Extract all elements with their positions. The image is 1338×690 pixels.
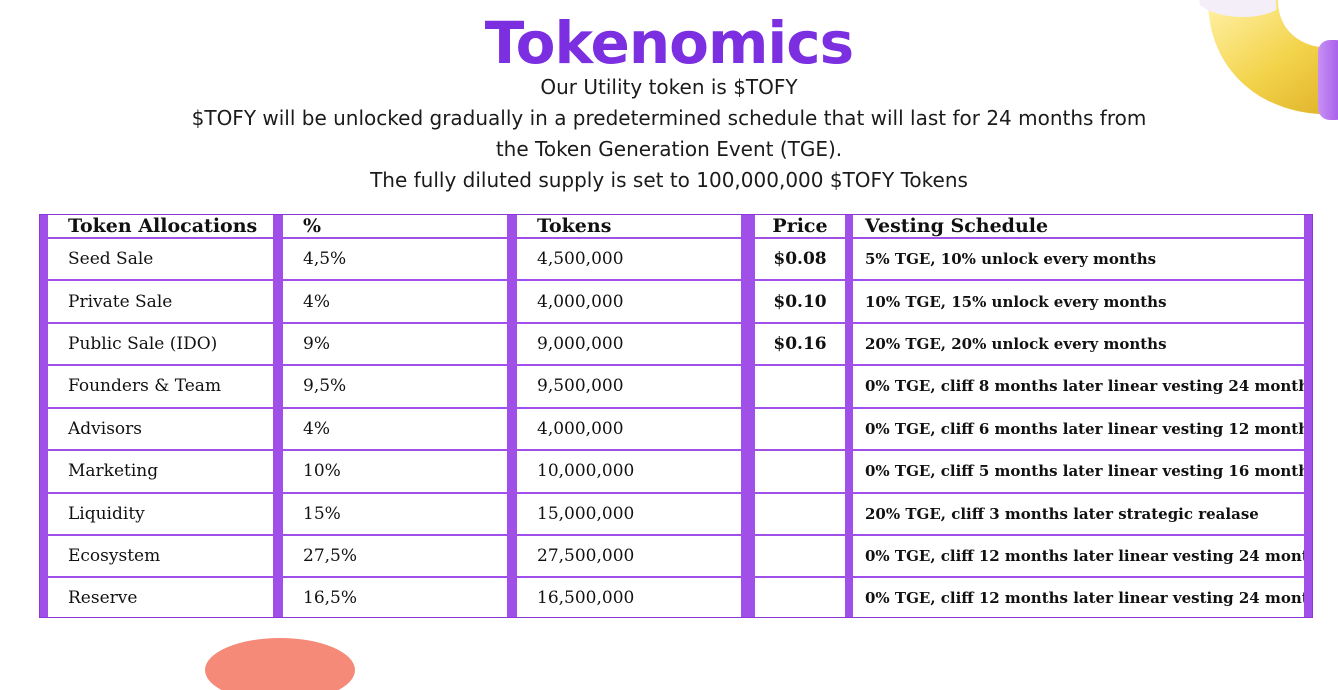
cell-tokens: 16,500,000 bbox=[507, 578, 741, 617]
intro-line: Our Utility token is $TOFY bbox=[540, 75, 798, 99]
header-percent: % bbox=[273, 215, 507, 239]
page-title: Tokenomics bbox=[484, 9, 854, 77]
cell-price bbox=[741, 451, 845, 494]
cell-tokens: 4,500,000 bbox=[507, 239, 741, 282]
cell-percent: 9,5% bbox=[273, 366, 507, 409]
cell-price: $0.16 bbox=[741, 323, 845, 367]
cell-allocation: Founders & Team bbox=[40, 366, 273, 409]
cell-vesting: 0% TGE, cliff 5 months later linear vest… bbox=[845, 451, 1312, 494]
header-price: Price bbox=[741, 215, 845, 239]
cell-vesting: 10% TGE, 15% unlock every months bbox=[845, 281, 1312, 324]
cell-allocation: Ecosystem bbox=[40, 535, 273, 579]
cell-allocation: Public Sale (IDO) bbox=[40, 323, 273, 367]
cell-price bbox=[741, 366, 845, 409]
cell-vesting: 20% TGE, cliff 3 months later strategic … bbox=[845, 493, 1312, 536]
cell-tokens: 10,000,000 bbox=[507, 451, 741, 494]
cell-percent: 10% bbox=[273, 451, 507, 494]
table-row: Public Sale (IDO) 9% 9,000,000 $0.16 20% TGE… bbox=[40, 323, 1312, 367]
cell-price: $0.08 bbox=[741, 239, 845, 282]
intro-line: the Token Generation Event (TGE). bbox=[495, 137, 843, 161]
cell-percent: 15% bbox=[273, 493, 507, 536]
cell-tokens: 9,500,000 bbox=[507, 366, 741, 409]
cell-price bbox=[741, 408, 845, 452]
intro-line: The fully diluted supply is set to 100,0… bbox=[370, 168, 968, 192]
tokenomics-table-grid: Token Allocations % Tokens Price Vesting… bbox=[40, 215, 1312, 617]
table-row: Ecosystem 27,5% 27,500,000 0% TGE, cliff 12… bbox=[40, 535, 1312, 579]
cell-vesting: 0% TGE, cliff 8 months later linear vest… bbox=[845, 366, 1312, 409]
table-header-row: Token Allocations % Tokens Price Vesting… bbox=[40, 215, 1312, 239]
cell-price bbox=[741, 535, 845, 579]
cell-allocation: Seed Sale bbox=[40, 239, 273, 282]
coral-blob-3d-icon bbox=[205, 638, 355, 690]
cell-price bbox=[741, 493, 845, 536]
cell-allocation: Private Sale bbox=[40, 281, 273, 324]
cell-price bbox=[741, 578, 845, 617]
cell-vesting: 0% TGE, cliff 12 months later linear ves… bbox=[845, 578, 1312, 617]
cell-percent: 4,5% bbox=[273, 239, 507, 282]
table-row: Marketing 10% 10,000,000 0% TGE, cliff 5 mo… bbox=[40, 451, 1312, 494]
cell-vesting: 5% TGE, 10% unlock every months bbox=[845, 239, 1312, 282]
cell-percent: 27,5% bbox=[273, 535, 507, 579]
header-tokens: Tokens bbox=[507, 215, 741, 239]
cell-vesting: 0% TGE, cliff 12 months later linear ves… bbox=[845, 535, 1312, 579]
cell-tokens: 9,000,000 bbox=[507, 323, 741, 367]
header-token-allocations: Token Allocations bbox=[40, 215, 273, 239]
intro-line: $TOFY will be unlocked gradually in a pr… bbox=[191, 106, 1147, 130]
table-row: Seed Sale 4,5% 4,500,000 $0.08 5% TGE, 10% u… bbox=[40, 239, 1312, 282]
cell-tokens: 4,000,000 bbox=[507, 408, 741, 452]
cell-vesting: 20% TGE, 20% unlock every months bbox=[845, 323, 1312, 367]
cell-percent: 4% bbox=[273, 281, 507, 324]
table-row: Liquidity 15% 15,000,000 20% TGE, cliff 3 m… bbox=[40, 493, 1312, 536]
table-row: Advisors 4% 4,000,000 0% TGE, cliff 6 month… bbox=[40, 408, 1312, 452]
cell-vesting: 0% TGE, cliff 6 months later linear vest… bbox=[845, 408, 1312, 452]
table-row: Private Sale 4% 4,000,000 $0.10 10% TGE, 15%… bbox=[40, 281, 1312, 324]
tokenomics-table: Token Allocations % Tokens Price Vesting… bbox=[39, 214, 1313, 618]
cell-allocation: Reserve bbox=[40, 578, 273, 617]
cell-price: $0.10 bbox=[741, 281, 845, 324]
cell-tokens: 15,000,000 bbox=[507, 493, 741, 536]
intro-text: Our Utility token is $TOFY $TOFY will be… bbox=[0, 72, 1338, 196]
cell-percent: 9% bbox=[273, 323, 507, 367]
cell-tokens: 4,000,000 bbox=[507, 281, 741, 324]
cell-tokens: 27,500,000 bbox=[507, 535, 741, 579]
header-vesting-schedule: Vesting Schedule bbox=[845, 215, 1312, 239]
cell-allocation: Liquidity bbox=[40, 493, 273, 536]
yellow-tube-3d-icon bbox=[1199, 0, 1338, 120]
cell-percent: 4% bbox=[273, 408, 507, 452]
table-row: Founders & Team 9,5% 9,500,000 0% TGE, clif… bbox=[40, 366, 1312, 409]
cell-allocation: Advisors bbox=[40, 408, 273, 452]
cell-allocation: Marketing bbox=[40, 451, 273, 494]
cell-percent: 16,5% bbox=[273, 578, 507, 617]
table-row: Reserve 16,5% 16,500,000 0% TGE, cliff 12 m… bbox=[40, 578, 1312, 617]
